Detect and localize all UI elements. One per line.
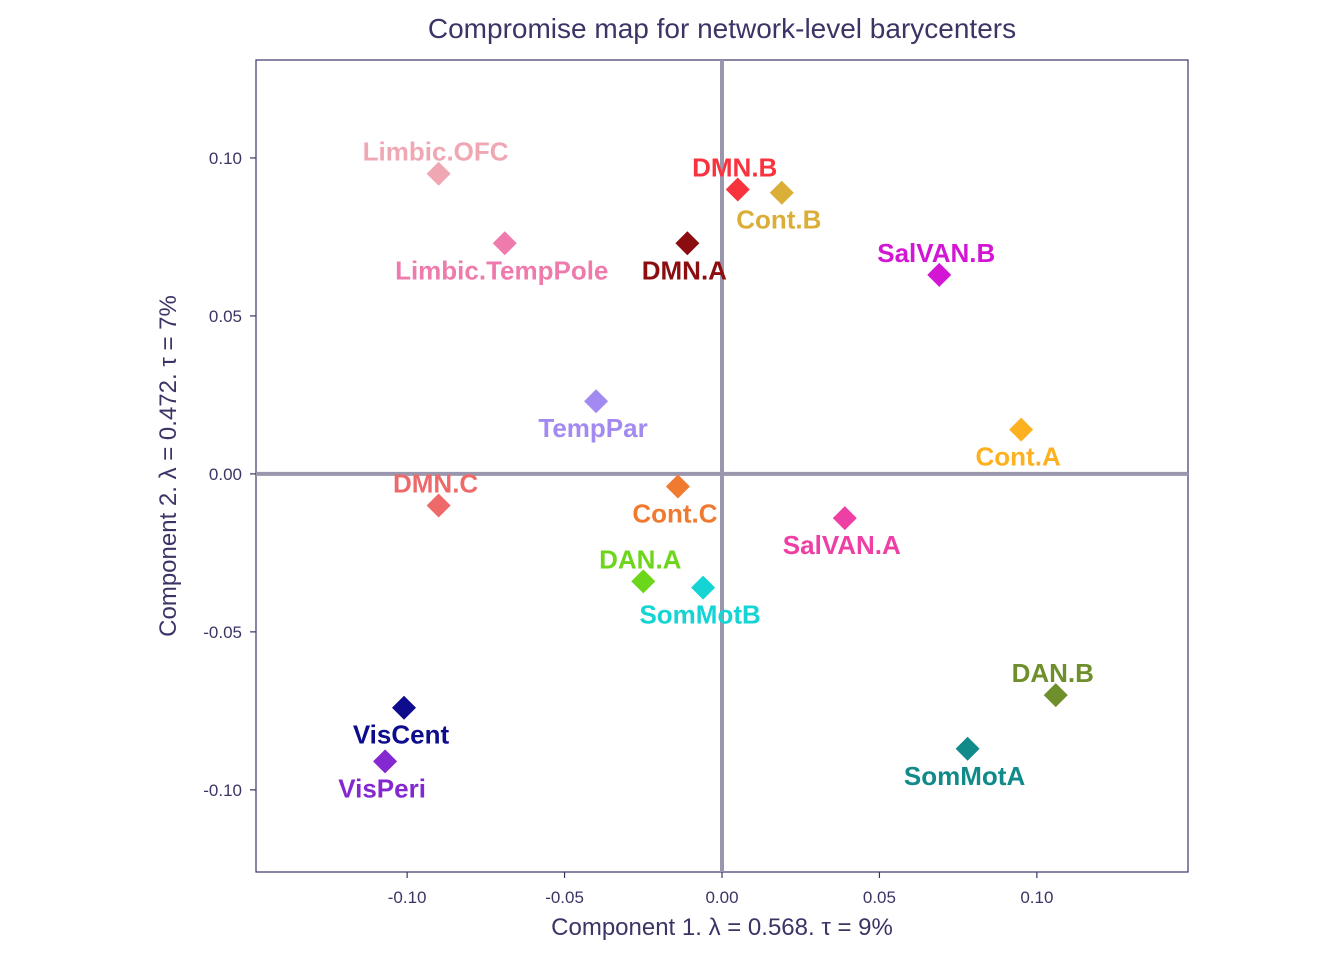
- x-tick-label: 0.00: [705, 888, 738, 907]
- point-label-dan-b: DAN.B: [1012, 658, 1094, 688]
- point-dan-b: [1043, 683, 1068, 708]
- point-label-cont-b: Cont.B: [736, 205, 821, 235]
- point-sommotb: [691, 575, 716, 600]
- chart-title: Compromise map for network-level barycen…: [428, 13, 1016, 44]
- point-label-visperi: VisPeri: [338, 773, 426, 803]
- point-label-dmn-a: DMN.A: [642, 255, 727, 285]
- point-sommota: [955, 736, 980, 761]
- point-label-temppar: TempPar: [538, 413, 647, 443]
- y-tick-label: 0.05: [209, 307, 242, 326]
- point-label-dan-a: DAN.A: [599, 544, 682, 574]
- y-tick-label: -0.10: [203, 781, 242, 800]
- point-label-sommota: SomMotA: [904, 761, 1026, 791]
- point-cont-b: [769, 180, 794, 205]
- y-tick-label: 0.10: [209, 149, 242, 168]
- x-tick-label: 0.10: [1020, 888, 1053, 907]
- point-label-dmn-b: DMN.B: [692, 153, 777, 183]
- point-label-viscent: VisCent: [353, 720, 450, 750]
- x-tick-label: -0.10: [388, 888, 427, 907]
- point-limbic-ofc: [426, 161, 451, 186]
- point-salvan-b: [927, 262, 952, 287]
- axes: -0.10 -0.05 0.00 0.05 0.10 -0.10 -0.05 0.00 0.05…: [203, 149, 1053, 907]
- point-visperi: [373, 749, 398, 774]
- point-label-cont-a: Cont.A: [976, 442, 1061, 472]
- point-label-sommotb: SomMotB: [639, 600, 760, 630]
- point-dmn-c: [426, 493, 451, 518]
- x-axis-title: Component 1. λ = 0.568. τ = 9%: [551, 914, 893, 941]
- point-viscent: [391, 695, 416, 720]
- point-label-limbic-ofc: Limbic.OFC: [363, 137, 509, 167]
- points-layer: [373, 161, 1068, 774]
- point-labels-layer: Limbic.OFC Limbic.TempPole DMN.B Cont.B DMN.…: [338, 137, 1094, 804]
- point-label-limbic-temppole: Limbic.TempPole: [395, 255, 608, 285]
- y-axis-title: Component 2. λ = 0.472. τ = 7%: [155, 295, 182, 637]
- point-cont-c: [665, 474, 690, 499]
- point-dan-a: [631, 569, 656, 594]
- point-label-dmn-c: DMN.C: [393, 468, 478, 498]
- y-tick-label: 0.00: [209, 465, 242, 484]
- point-limbic-temppole: [492, 231, 517, 256]
- point-cont-a: [1009, 417, 1034, 442]
- point-label-cont-c: Cont.C: [632, 499, 717, 529]
- x-tick-label: -0.05: [545, 888, 584, 907]
- y-tick-label: -0.05: [203, 623, 242, 642]
- point-salvan-a: [832, 506, 857, 531]
- point-label-salvan-a: SalVAN.A: [783, 530, 901, 560]
- point-dmn-a: [675, 231, 700, 256]
- point-dmn-b: [725, 177, 750, 202]
- x-tick-label: 0.05: [863, 888, 896, 907]
- point-label-salvan-b: SalVAN.B: [877, 238, 995, 268]
- point-temppar: [584, 389, 609, 414]
- reference-lines: [256, 60, 1188, 872]
